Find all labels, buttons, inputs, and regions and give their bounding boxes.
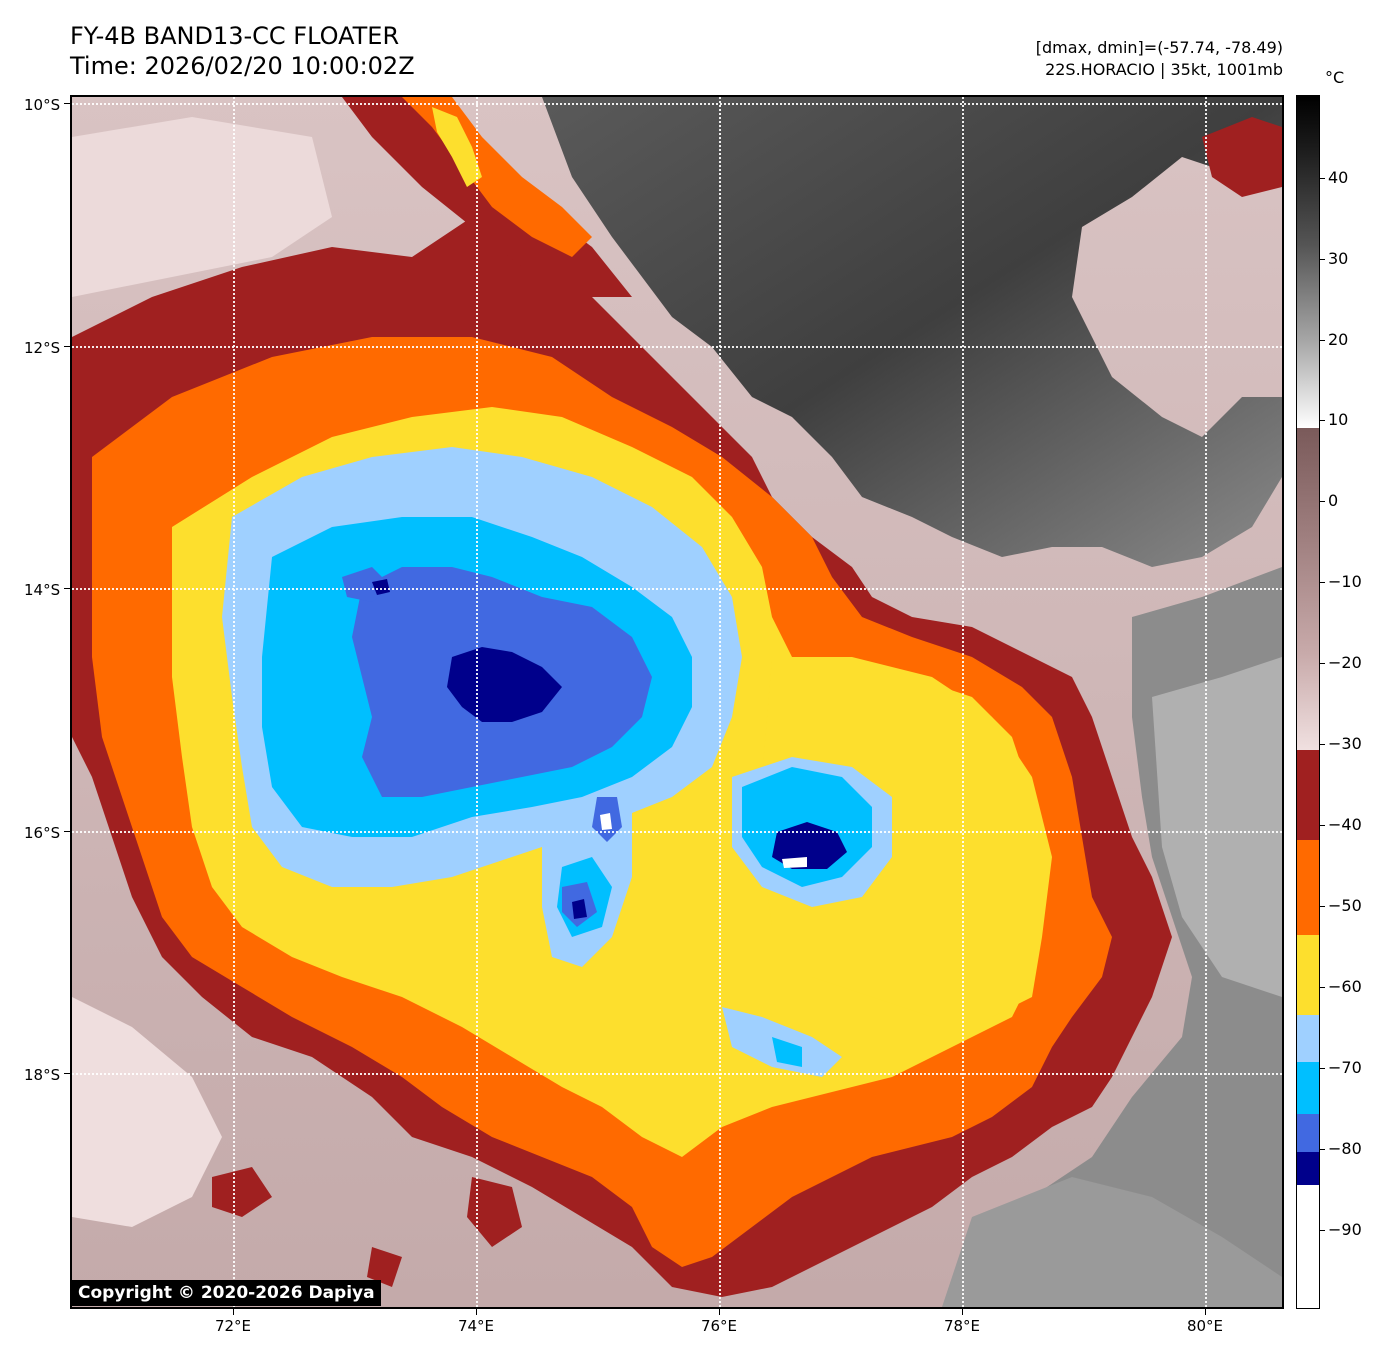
lon-tick — [962, 1309, 963, 1315]
band-cyan-streak — [772, 1037, 802, 1067]
band-navy-spot — [372, 579, 390, 595]
band-yellow-east-lobe — [762, 657, 1052, 1017]
colorbar — [1296, 95, 1320, 1309]
darkred-speckles-south — [212, 1167, 522, 1287]
colorbar-label: 30 — [1328, 249, 1349, 268]
gridline-lon — [962, 97, 964, 1307]
colorbar-tick — [1320, 663, 1325, 664]
colorbar-seg-royalblue — [1297, 1114, 1319, 1152]
colorbar-label: 40 — [1328, 168, 1349, 187]
lon-label-72e: 72°E — [214, 1317, 252, 1335]
gridline-lat — [72, 346, 1282, 348]
band-navy-east — [772, 822, 847, 869]
band-white-south — [600, 813, 612, 830]
colorbar-label: −50 — [1328, 896, 1362, 915]
colorbar-seg-cyan — [1297, 1062, 1319, 1114]
dmax-dmin-readout: [dmax, dmin]=(-57.74, -78.49) — [1035, 38, 1283, 57]
gridline-lat — [72, 831, 1282, 833]
gridline-lat — [72, 103, 1282, 105]
lon-tick — [1205, 1309, 1206, 1315]
colorbar-label: −80 — [1328, 1139, 1362, 1158]
colorbar-tick — [1320, 501, 1325, 502]
colorbar-tick — [1320, 259, 1325, 260]
lat-tick — [64, 831, 70, 832]
band-navy-core — [447, 647, 562, 722]
colorbar-tick — [1320, 1149, 1325, 1150]
gridline-lat — [72, 1073, 1282, 1075]
colorbar-tick — [1320, 1068, 1325, 1069]
colorbar-seg-orange — [1297, 840, 1319, 935]
gridline-lon — [1205, 97, 1207, 1307]
colorbar-label: −70 — [1328, 1058, 1362, 1077]
lat-label-14s: 14°S — [24, 581, 61, 599]
colorbar-seg-white — [1297, 1185, 1319, 1308]
lon-label-80e: 80°E — [1186, 1317, 1224, 1335]
lon-tick — [476, 1309, 477, 1315]
colorbar-label: −30 — [1328, 734, 1362, 753]
lat-label-12s: 12°S — [24, 339, 61, 357]
lon-label-74e: 74°E — [457, 1317, 495, 1335]
lat-tick — [64, 103, 70, 104]
colorbar-label: 20 — [1328, 330, 1349, 349]
colorbar-label: −10 — [1328, 572, 1362, 591]
gridline-lat — [72, 588, 1282, 590]
colorbar-label: 10 — [1328, 410, 1349, 429]
colorbar-tick — [1320, 178, 1325, 179]
clear-sky-east-light — [1152, 657, 1282, 997]
lat-tick — [64, 346, 70, 347]
band-white-east — [782, 857, 807, 868]
lon-label-76e: 76°E — [700, 1317, 738, 1335]
title-time: Time: 2026/02/20 10:00:02Z — [70, 52, 415, 80]
lon-label-78e: 78°E — [943, 1317, 981, 1335]
colorbar-label: −90 — [1328, 1220, 1362, 1239]
warm-pink-patch-sw — [72, 997, 222, 1227]
gridline-lon — [476, 97, 478, 1307]
storm-info: 22S.HORACIO | 35kt, 1001mb — [1045, 60, 1283, 79]
colorbar-label: −20 — [1328, 653, 1362, 672]
band-navy-south-spot — [572, 899, 587, 919]
colorbar-tick — [1320, 906, 1325, 907]
colorbar-tick — [1320, 987, 1325, 988]
lat-tick — [64, 1073, 70, 1074]
colorbar-tick — [1320, 420, 1325, 421]
colorbar-tick — [1320, 744, 1325, 745]
lat-label-16s: 16°S — [24, 824, 61, 842]
colorbar-tick — [1320, 825, 1325, 826]
cloud-top-temperature-field — [72, 97, 1282, 1307]
colorbar-label: −60 — [1328, 977, 1362, 996]
satellite-imagery-map — [70, 95, 1284, 1309]
colorbar-tick — [1320, 340, 1325, 341]
clear-sky-northeast — [542, 97, 1282, 567]
lon-tick — [233, 1309, 234, 1315]
colorbar-label: 0 — [1328, 491, 1339, 510]
lat-tick — [64, 588, 70, 589]
darkred-patch-northeast — [1202, 117, 1282, 197]
title-product: FY-4B BAND13-CC FLOATER — [70, 22, 400, 50]
colorbar-unit: °C — [1325, 68, 1345, 87]
colorbar-seg-grey — [1297, 96, 1319, 428]
colorbar-tick — [1320, 582, 1325, 583]
lat-label-18s: 18°S — [24, 1066, 61, 1084]
colorbar-seg-lightblue — [1297, 1015, 1319, 1062]
clear-sky-south-patch — [942, 1177, 1282, 1307]
warm-pink-patch-nw — [72, 117, 332, 297]
colorbar-label: −40 — [1328, 815, 1362, 834]
lat-label-10s: 10°S — [24, 96, 61, 114]
colorbar-tick — [1320, 1230, 1325, 1231]
lon-tick — [719, 1309, 720, 1315]
band-yellow-north-tendril — [432, 107, 482, 187]
colorbar-seg-navy — [1297, 1152, 1319, 1185]
gridline-lon — [719, 97, 721, 1307]
colorbar-seg-darkred — [1297, 750, 1319, 840]
colorbar-seg-warm — [1297, 428, 1319, 750]
copyright-badge: Copyright © 2020-2026 Dapiya — [72, 1280, 381, 1306]
gridline-lon — [233, 97, 235, 1307]
colorbar-seg-yellow — [1297, 935, 1319, 1015]
